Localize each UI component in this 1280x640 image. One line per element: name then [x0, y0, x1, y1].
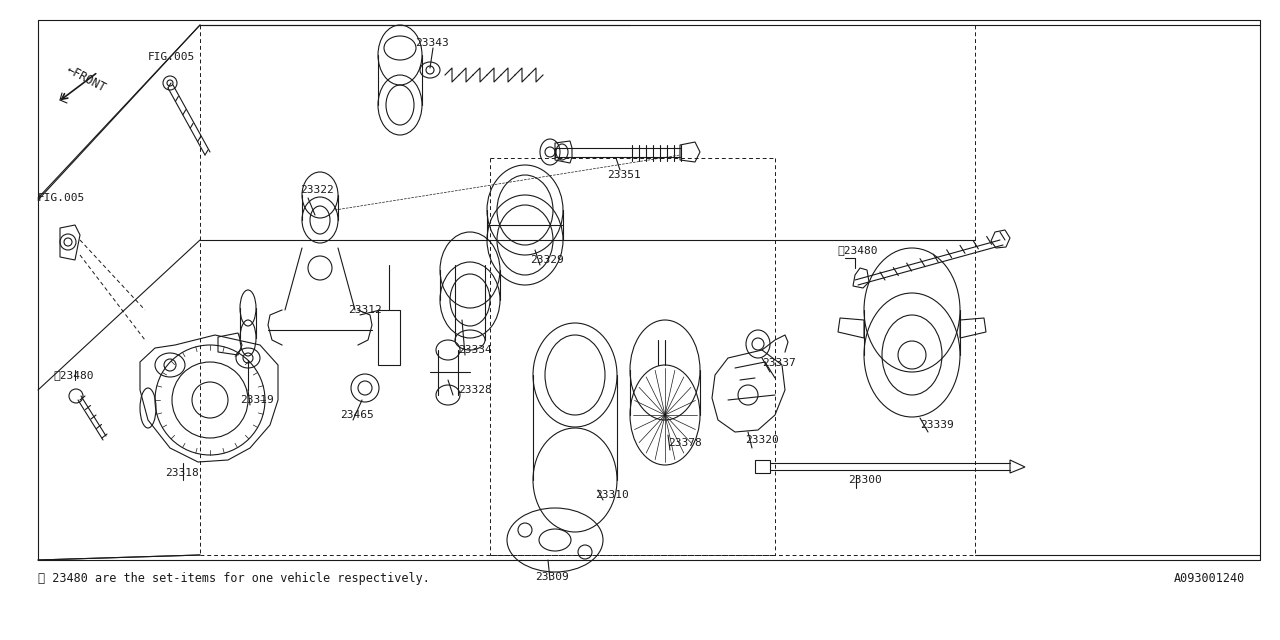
Text: 23337: 23337: [762, 358, 796, 368]
Text: 23300: 23300: [849, 475, 882, 485]
Text: 23328: 23328: [458, 385, 492, 395]
Text: 23339: 23339: [920, 420, 954, 430]
Text: 23378: 23378: [668, 438, 701, 448]
Text: 23322: 23322: [300, 185, 334, 195]
Text: 23312: 23312: [348, 305, 381, 315]
Text: 23319: 23319: [241, 395, 274, 405]
Text: ※23480: ※23480: [52, 370, 93, 380]
Text: 23343: 23343: [415, 38, 449, 48]
Text: 23334: 23334: [458, 345, 492, 355]
Text: ※23480: ※23480: [837, 245, 878, 255]
Text: 23318: 23318: [165, 468, 198, 478]
Text: 23320: 23320: [745, 435, 778, 445]
Text: 23465: 23465: [340, 410, 374, 420]
Bar: [378, 310, 399, 365]
Text: 23351: 23351: [607, 170, 641, 180]
Text: 23329: 23329: [530, 255, 563, 265]
Text: ※ 23480 are the set-items for one vehicle respectively.: ※ 23480 are the set-items for one vehicl…: [38, 572, 430, 585]
Text: FIG.005: FIG.005: [38, 193, 86, 203]
Text: 23310: 23310: [595, 490, 628, 500]
Text: A093001240: A093001240: [1174, 572, 1245, 585]
Text: FIG.005: FIG.005: [148, 52, 196, 62]
Text: 23309: 23309: [535, 572, 568, 582]
Text: ←FRONT: ←FRONT: [64, 63, 108, 95]
